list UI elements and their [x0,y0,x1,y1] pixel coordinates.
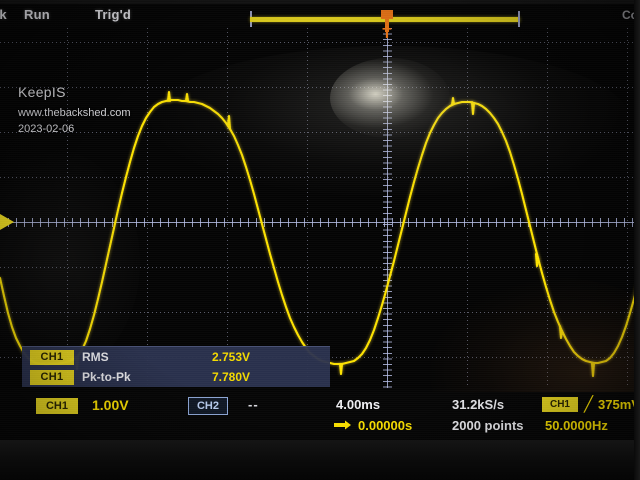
brand-label: ek [0,7,7,22]
acquisition-state-label[interactable]: Run [24,7,50,22]
trigger-position-icon[interactable] [381,10,393,32]
waveform-trace-layer [0,28,640,388]
watermark-name: KeepIS [18,84,66,100]
timebase-value[interactable]: 4.00ms [336,397,381,412]
grid-hline [0,267,640,268]
graticule: CH1 RMS 2.753V CH1 Pk-to-Pk 7.780V [0,28,640,468]
trigger-position-label: T [382,25,392,42]
trigger-source-badge[interactable]: CH1 [542,397,578,412]
top-status-bar: ek Run Trig'd Co T [0,2,640,42]
bottom-status-bar: CH1 1.00V CH2 -- 4.00ms 0.00000s 31.2kS/… [0,392,640,440]
ch2-vertical-scale[interactable]: -- [248,397,259,412]
ch1-vertical-scale[interactable]: 1.00V [92,397,129,413]
grid-hline [0,87,640,88]
measurement-label: RMS [82,350,109,364]
watermark-url: www.thebackshed.com [18,107,131,119]
ch1-trace [0,98,640,367]
ch1-badge[interactable]: CH1 [36,398,78,414]
ch2-badge[interactable]: CH2 [188,397,228,415]
trigger-level-value[interactable]: 375mV [598,397,640,412]
measurement-value: 7.780V [212,370,251,384]
grid-vline [547,28,548,388]
bezel-bottom [0,440,640,480]
axis-ticks-vertical [383,28,392,388]
grid-vline [67,28,68,388]
measurement-channel-badge: CH1 [30,350,74,365]
sample-rate-value: 31.2kS/s [452,397,505,412]
waveform-svg [0,90,640,378]
bezel-right [634,0,640,480]
measurement-row[interactable]: CH1 RMS 2.753V [22,347,330,367]
record-points-value: 2000 points [452,418,524,433]
trace-noise-spikes [74,90,596,378]
grid-hline [0,42,640,43]
grid-hline [0,132,640,133]
horizontal-position-arrow-icon [334,420,351,430]
measurement-channel-badge: CH1 [30,370,74,385]
measurement-value: 2.753V [212,350,251,364]
measurement-label: Pk-to-Pk [82,370,131,384]
record-length-end-marker [518,11,520,27]
frequency-value: 50.0000Hz [545,418,608,433]
watermark-date: 2023-02-06 [18,123,75,135]
measurement-row[interactable]: CH1 Pk-to-Pk 7.780V [22,367,330,387]
grid-vline [467,28,468,388]
ch1-ground-reference-icon[interactable] [0,214,14,230]
grid-hline [0,177,640,178]
grid-vline [227,28,228,388]
grid-hline [0,312,640,313]
measurement-panel: CH1 RMS 2.753V CH1 Pk-to-Pk 7.780V [22,346,330,387]
grid-vline [147,28,148,388]
trigger-slope-icon[interactable]: ╱ [584,396,594,413]
bezel-top [0,0,640,4]
watermark: KeepIS www.thebackshed.com 2023-02-06 [18,84,131,137]
trigger-state-label: Trig'd [95,7,132,22]
axis-ticks-horizontal [0,218,640,227]
grid-vline [627,28,628,388]
grid-vline [307,28,308,388]
horizontal-delay-value[interactable]: 0.00000s [358,418,413,433]
